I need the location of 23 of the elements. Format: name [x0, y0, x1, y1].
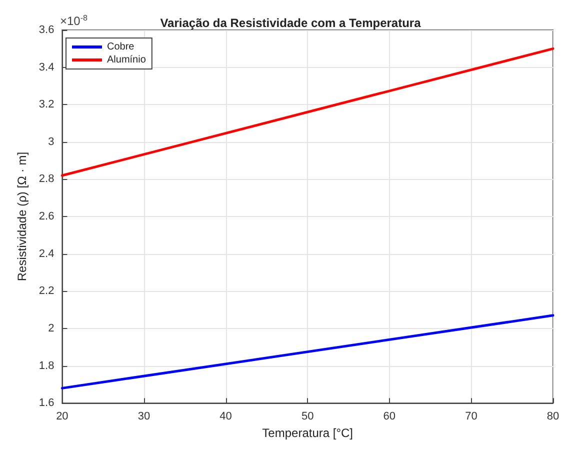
- y-axis-title: Resistividade (ρ) [Ω · m]: [15, 152, 29, 282]
- x-tick-label: 60: [383, 410, 396, 423]
- y-tick-label: 3.6: [38, 24, 54, 36]
- x-tick-label: 40: [220, 410, 232, 423]
- y-tick-label: 2.6: [38, 210, 54, 223]
- y-tick-label: 2.8: [38, 173, 54, 186]
- y-tick-label: 2: [48, 322, 54, 334]
- x-axis-title: Temperatura [°C]: [262, 426, 354, 440]
- y-tick-label: 1.6: [38, 397, 54, 410]
- y-tick-label: 3.4: [38, 61, 54, 74]
- y-tick-label: 1.8: [38, 360, 54, 372]
- x-tick-label: 50: [301, 410, 314, 423]
- x-tick-label: 20: [56, 410, 68, 423]
- x-tick-label: 80: [546, 410, 560, 423]
- legend-label: Alumínio: [107, 54, 146, 66]
- legend-label: Cobre: [107, 42, 135, 52]
- y-tick-label: 2.2: [38, 285, 54, 298]
- x-tick-label: 30: [138, 410, 150, 423]
- x-tick-label: 70: [465, 410, 478, 423]
- chart-title: Variação da Resistividade com a Temperatura: [160, 16, 422, 30]
- y-tick-label: 3: [48, 136, 54, 148]
- y-tick-label: 2.4: [38, 248, 54, 260]
- y-tick-label: 3.2: [38, 98, 54, 111]
